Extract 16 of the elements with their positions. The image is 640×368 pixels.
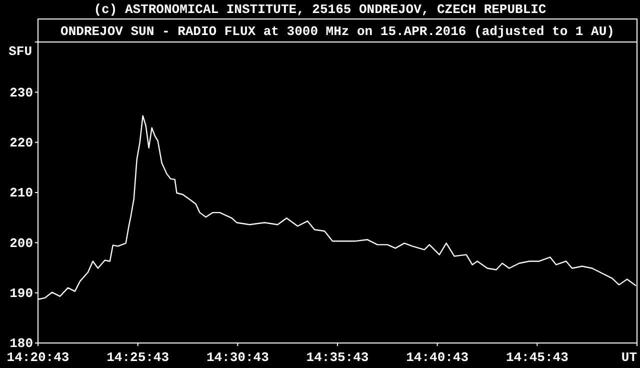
y-tick-label: 180: [10, 336, 34, 352]
text: (c) ASTRONOMICAL INSTITUTE, 25165 ONDREJOV, CZECH REPUBLIC: [94, 2, 546, 17]
y-tick-label: 200: [10, 236, 34, 251]
x-tick-label: 14:35:43: [306, 350, 369, 366]
x-tick-label: 14:45:43: [506, 350, 569, 366]
x-tick-label: UT: [621, 350, 638, 366]
x-tick-label: 14:20:43: [6, 350, 70, 366]
y-tick-label: 210: [10, 186, 34, 201]
x-tick-label: 14:25:43: [106, 350, 170, 366]
chart-title: ONDREJOV SUN - RADIO FLUX at 3000 MHz on 15.APR.2016 (adjusted to 1 AU): [60, 24, 614, 39]
y-tick-label: 230: [10, 85, 34, 100]
x-tick-label: 14:40:43: [406, 350, 469, 366]
x-tick-label: 14:30:43: [206, 350, 270, 366]
y-tick-label: 220: [10, 135, 34, 150]
y-tick-label: 190: [10, 286, 34, 301]
y-axis-title: SFU: [8, 44, 32, 59]
